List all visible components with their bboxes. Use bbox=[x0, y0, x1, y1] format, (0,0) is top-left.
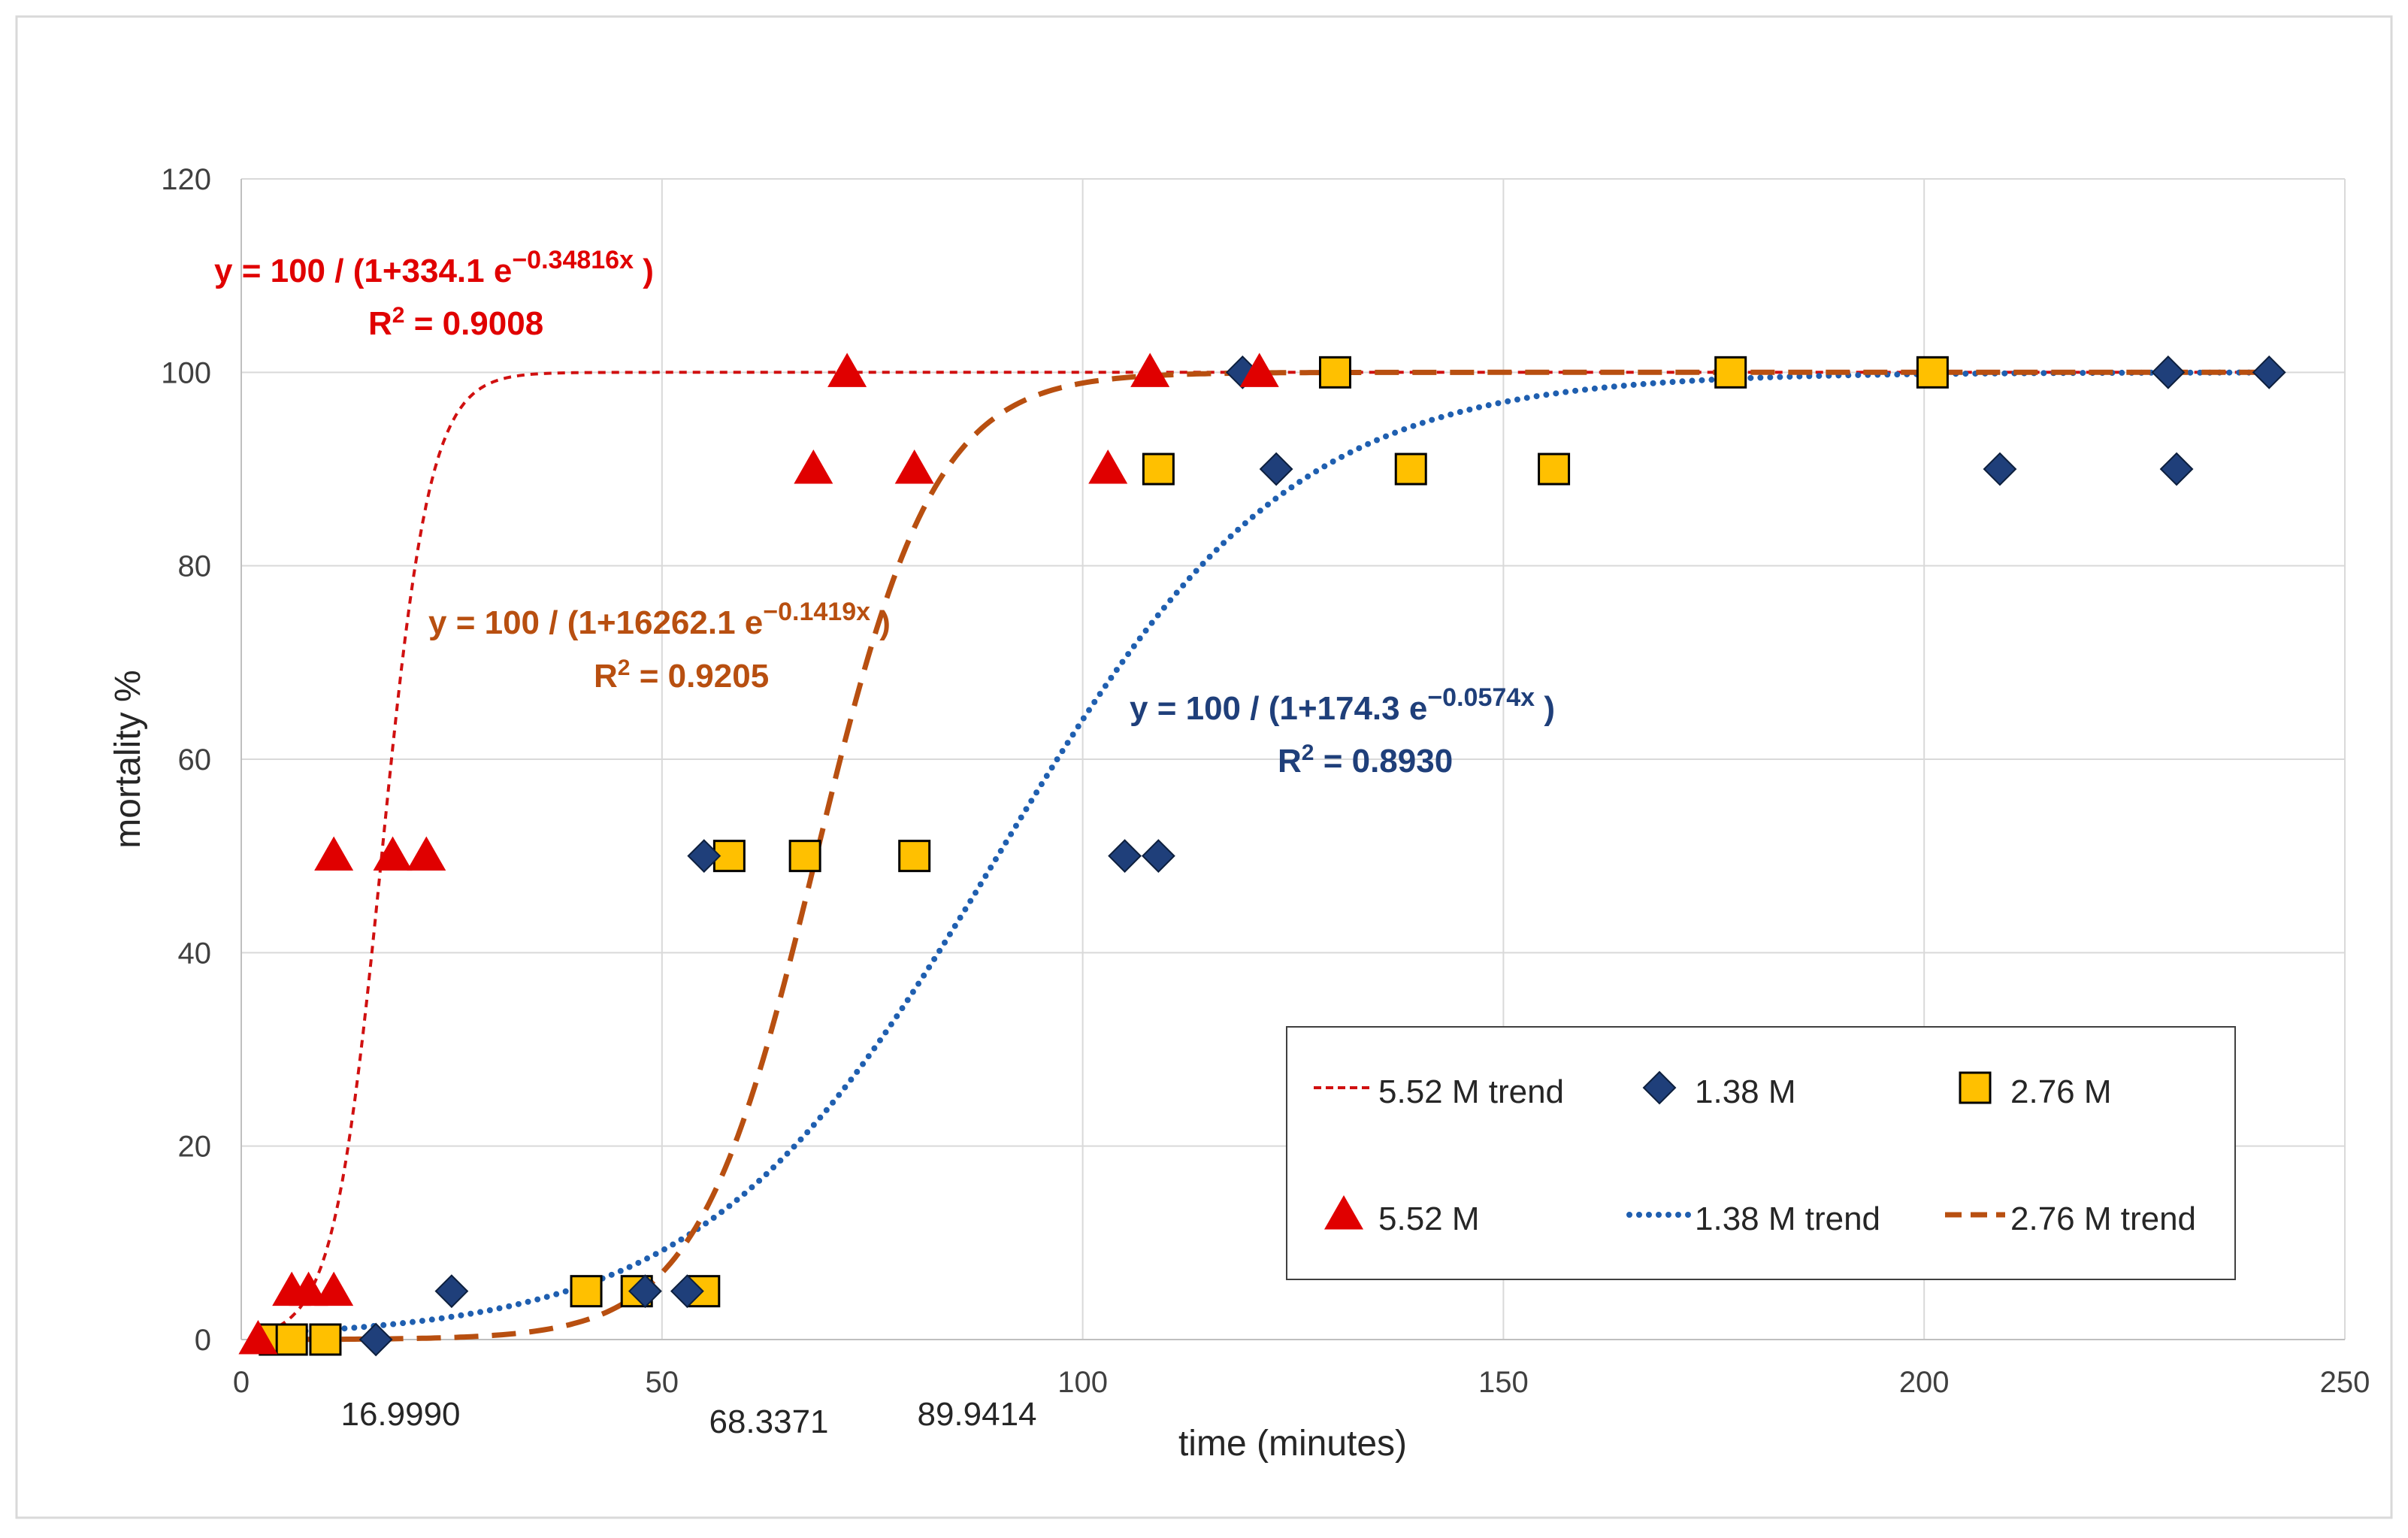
y-tick-label-20: 20 bbox=[178, 1131, 212, 1164]
x-tick-label-250: 250 bbox=[2320, 1366, 2370, 1399]
point-138-1 bbox=[434, 1274, 469, 1309]
legend-swatch-2-76 bbox=[1959, 1071, 1992, 1104]
eq138-exponent: −0.0574x bbox=[1427, 683, 1535, 712]
legend-box bbox=[1286, 1026, 2236, 1280]
x-axis-title: time (minutes) bbox=[1178, 1424, 1407, 1464]
point-552-4 bbox=[314, 836, 354, 871]
x-tick-label-150: 150 bbox=[1478, 1366, 1529, 1399]
equation-5-52: y = 100 / (1+334.1 e−0.34816x ) R2 = 0.9… bbox=[214, 246, 654, 342]
point-276-12 bbox=[1538, 453, 1571, 486]
point-138-8 bbox=[1259, 452, 1293, 486]
y-tick-label-40: 40 bbox=[178, 937, 212, 970]
y-tick-label-60: 60 bbox=[178, 743, 212, 777]
eq138-r2-label: R bbox=[1278, 743, 1302, 780]
point-276-7 bbox=[788, 840, 821, 873]
point-276-11 bbox=[1394, 453, 1427, 486]
svg-text:R2 = 0.9205: R2 = 0.9205 bbox=[594, 655, 769, 695]
legend-label-1-38-trend: 1.38 M trend bbox=[1695, 1200, 1880, 1237]
legend-label-1-38: 1.38 M bbox=[1695, 1073, 1796, 1110]
eq276-exponent: −0.1419x bbox=[763, 598, 870, 626]
point-138-4 bbox=[687, 839, 721, 873]
point-138-6 bbox=[1141, 839, 1175, 873]
point-276-1 bbox=[275, 1323, 308, 1356]
point-276-2 bbox=[309, 1323, 342, 1356]
eq276-main: y = 100 / (1+16262.1 e bbox=[428, 604, 763, 641]
eq138-close: ) bbox=[1535, 690, 1555, 727]
x-tick-label-50: 50 bbox=[646, 1366, 679, 1399]
point-552-5 bbox=[373, 836, 413, 871]
point-552-10 bbox=[1088, 450, 1128, 484]
svg-text:y = 100 / (1+16262.1 e−0.1419x: y = 100 / (1+16262.1 e−0.1419x ) bbox=[428, 598, 891, 641]
eq552-close: ) bbox=[634, 253, 654, 289]
y-tick-label-120: 120 bbox=[161, 163, 211, 196]
svg-text:R2 = 0.8930: R2 = 0.8930 bbox=[1278, 740, 1453, 780]
eq276-r2-value: = 0.9205 bbox=[630, 658, 769, 695]
y-tick-label-100: 100 bbox=[161, 356, 211, 389]
eq552-r2-label: R bbox=[368, 305, 392, 342]
point-138-9 bbox=[1983, 452, 2017, 486]
point-138-2 bbox=[628, 1274, 662, 1309]
point-276-14 bbox=[1916, 356, 1949, 389]
eq552-r2-value: = 0.9008 bbox=[404, 305, 543, 342]
svg-text:y = 100 / (1+174.3 e−0.0574x ): y = 100 / (1+174.3 e−0.0574x ) bbox=[1130, 683, 1555, 727]
y-tick-label-80: 80 bbox=[178, 550, 212, 583]
point-138-11 bbox=[2159, 452, 2194, 486]
point-276-9 bbox=[1142, 453, 1175, 486]
eq138-r2-value: = 0.8930 bbox=[1314, 743, 1453, 780]
point-552-12 bbox=[1239, 353, 1279, 387]
point-276-3 bbox=[570, 1275, 603, 1308]
x-tick-label-100: 100 bbox=[1057, 1366, 1108, 1399]
eq276-close: ) bbox=[870, 604, 891, 641]
point-138-10 bbox=[2151, 355, 2186, 389]
svg-text:y = 100 / (1+334.1 e−0.34816x: y = 100 / (1+334.1 e−0.34816x ) bbox=[214, 246, 654, 289]
equation-2-76: y = 100 / (1+16262.1 e−0.1419x ) R2 = 0.… bbox=[428, 598, 891, 695]
eq552-main: y = 100 / (1+334.1 e bbox=[214, 253, 512, 289]
legend-swatch-1-38 bbox=[1642, 1070, 1677, 1105]
annotation-68-3371: 68.3371 bbox=[709, 1403, 828, 1440]
chart-frame bbox=[15, 15, 2393, 1519]
point-276-13 bbox=[1714, 356, 1747, 389]
legend-label-5-52: 5.52 M bbox=[1378, 1200, 1480, 1237]
svg-text:R2 = 0.9008: R2 = 0.9008 bbox=[368, 303, 543, 342]
x-tick-label-200: 200 bbox=[1899, 1366, 1950, 1399]
eq138-main: y = 100 / (1+174.3 e bbox=[1130, 690, 1427, 727]
point-138-12 bbox=[2252, 355, 2286, 389]
y-tick-label-0: 0 bbox=[195, 1324, 211, 1357]
data-points bbox=[238, 353, 2286, 1357]
legend-label-2-76: 2.76 M bbox=[2010, 1073, 2112, 1110]
point-552-8 bbox=[827, 353, 867, 387]
point-552-11 bbox=[1130, 353, 1170, 387]
eq552-exponent: −0.34816x bbox=[512, 246, 634, 274]
point-552-6 bbox=[407, 836, 446, 871]
annotation-89-9414: 89.9414 bbox=[917, 1396, 1036, 1433]
point-552-9 bbox=[894, 450, 934, 484]
eq138-r2-sup: 2 bbox=[1302, 740, 1314, 765]
point-138-3 bbox=[670, 1274, 704, 1309]
point-276-8 bbox=[898, 840, 931, 873]
point-552-3 bbox=[314, 1271, 354, 1306]
point-552-0 bbox=[238, 1320, 278, 1355]
legend-label-2-76-trend: 2.76 M trend bbox=[2010, 1200, 2196, 1237]
point-276-10 bbox=[1318, 356, 1351, 389]
eq276-r2-sup: 2 bbox=[618, 655, 631, 680]
eq276-r2-label: R bbox=[594, 658, 618, 695]
legend-swatch-5-52 bbox=[1324, 1195, 1363, 1230]
point-138-0 bbox=[358, 1322, 393, 1357]
equation-1-38: y = 100 / (1+174.3 e−0.0574x ) R2 = 0.89… bbox=[1130, 683, 1555, 780]
legend-label-5-52-trend: 5.52 M trend bbox=[1378, 1073, 1564, 1110]
eq552-r2-sup: 2 bbox=[392, 303, 405, 328]
axes: 0 50 100 150 200 250 0 20 40 60 80 100 120 bbox=[161, 163, 2370, 1399]
point-552-7 bbox=[794, 450, 833, 484]
x-tick-label-0: 0 bbox=[233, 1366, 250, 1399]
annotation-16-9990: 16.9990 bbox=[340, 1396, 460, 1433]
y-axis-title: mortality % bbox=[108, 670, 148, 848]
point-138-5 bbox=[1108, 839, 1142, 873]
legend: 5.52 M trend 1.38 M 2.76 M 5.52 M 1.38 M… bbox=[1286, 1026, 2236, 1280]
point-552-2 bbox=[289, 1271, 328, 1306]
